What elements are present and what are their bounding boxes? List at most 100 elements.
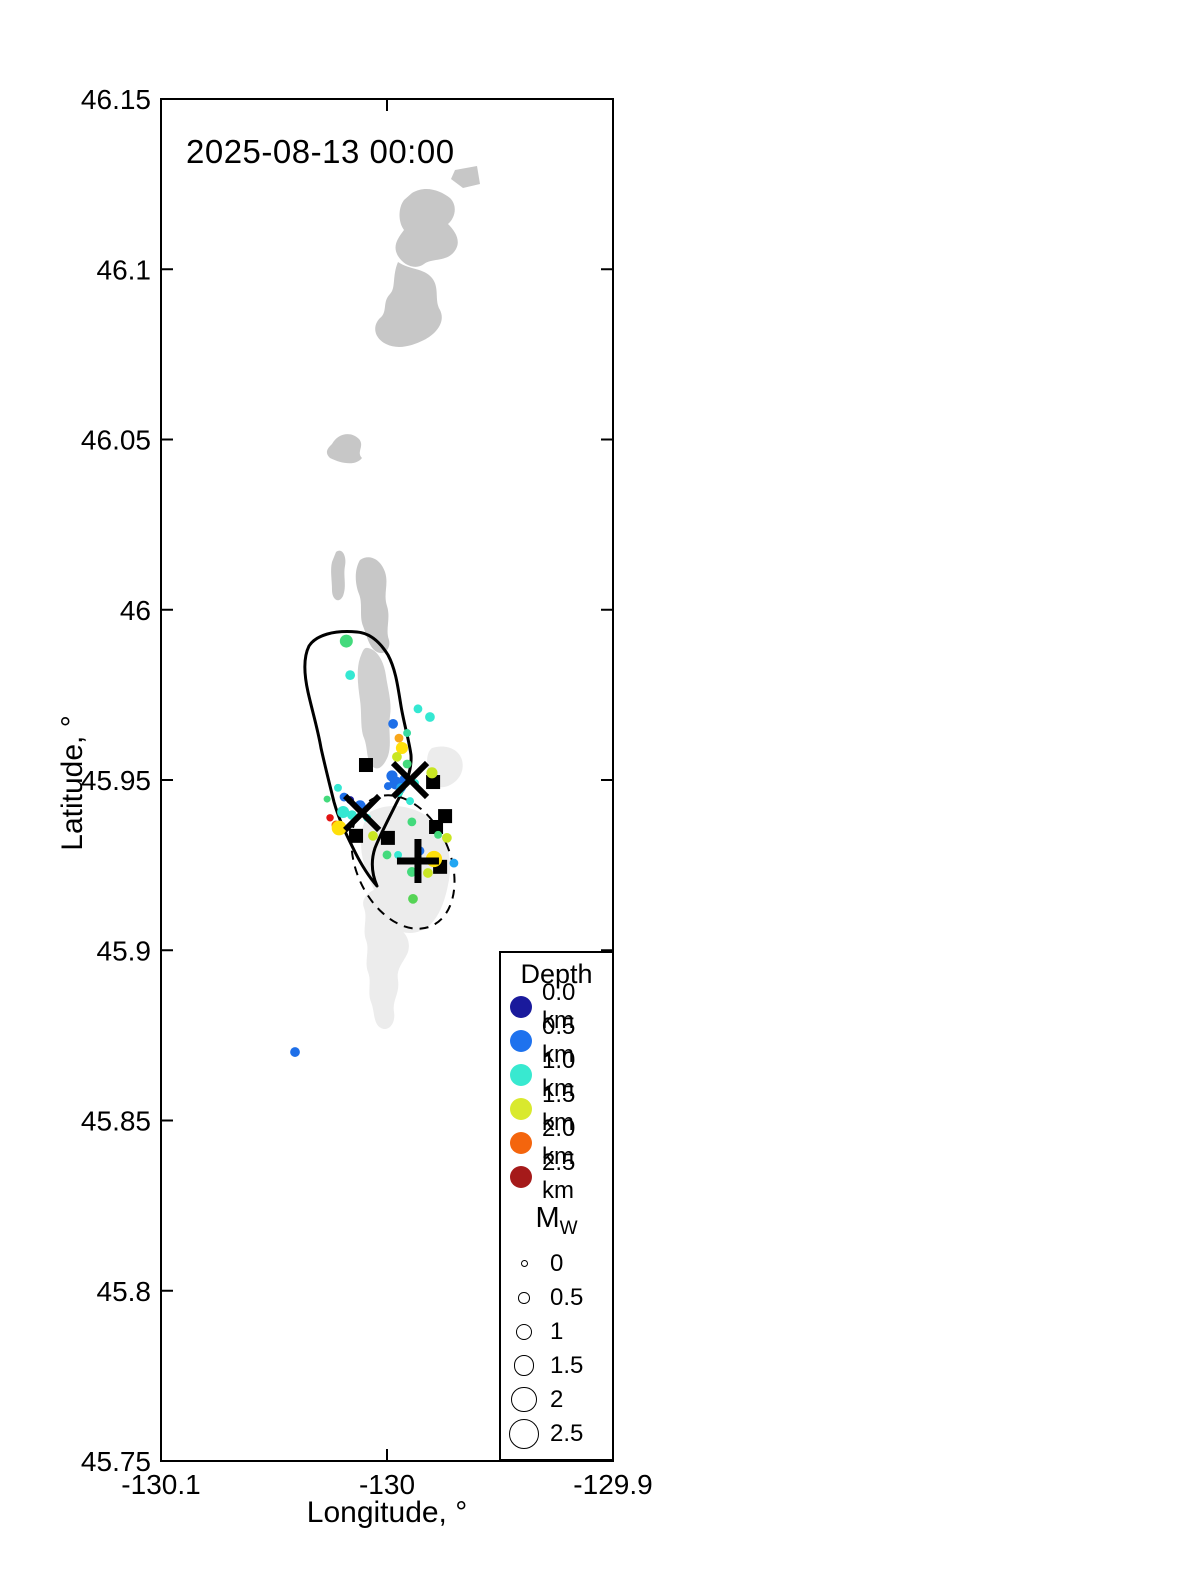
- depth-swatch-circle: [510, 1166, 532, 1188]
- earthquake-dot: [337, 805, 350, 819]
- depth-legend-row: 1.5 km: [501, 1081, 612, 1136]
- mw-legend-row: 2: [501, 1383, 612, 1417]
- depth-legend-row: 0.5 km: [501, 1013, 612, 1068]
- earthquake-dot: [426, 767, 438, 779]
- depth-swatch-circle: [510, 1098, 532, 1120]
- mw-swatch-circle: [511, 1387, 537, 1413]
- earthquake-dot: [326, 814, 334, 822]
- earthquake-dot: [425, 712, 435, 722]
- north-island-lower: [375, 262, 442, 347]
- earthquake-dot: [406, 867, 417, 877]
- station-square: [349, 828, 364, 843]
- mw-swatch-circle: [513, 1355, 535, 1377]
- depth-legend-label: 0.5 km: [542, 1013, 576, 1068]
- x-tick-label: -129.9: [573, 1469, 652, 1500]
- north-island-upper: [395, 188, 458, 267]
- mw-legend-title: MW: [501, 1200, 612, 1247]
- mw-swatch-box: [508, 1292, 540, 1304]
- earthquake-dot: [392, 751, 402, 762]
- mw-swatch-box: [508, 1355, 540, 1377]
- mw-symbol: M: [535, 1202, 560, 1234]
- axis-tick-labels: 46.1546.146.054645.9545.945.8545.845.75-…: [81, 84, 653, 1500]
- depth-legend-label: 2.5 km: [542, 1149, 576, 1204]
- depth-legend-row: 1.0 km: [501, 1047, 612, 1102]
- earthquake-dot: [382, 850, 392, 860]
- station-square: [380, 830, 395, 845]
- mw-swatch-box: [508, 1260, 540, 1268]
- lava-flow-gray: [326, 166, 480, 654]
- y-tick-label: 46.05: [81, 425, 151, 456]
- station-layer: [349, 758, 453, 874]
- x-tick-label: -130: [359, 1469, 415, 1500]
- mw-legend-label: 0.5: [550, 1283, 584, 1311]
- depth-swatch-circle: [510, 996, 532, 1018]
- mw-legend-label: 1: [550, 1317, 564, 1345]
- depth-legend-label: 2.0 km: [542, 1115, 576, 1170]
- depth-legend-row: 0.0 km: [501, 979, 612, 1034]
- earthquake-dot: [331, 820, 347, 836]
- legend-box: Depth 0.0 km 0.5 km 1.0 km 1.5 km 2.0 km 2.5 …: [499, 951, 614, 1461]
- earthquake-dot: [434, 830, 443, 839]
- caldera-interior-flow: [357, 647, 391, 769]
- x-marker: [343, 793, 382, 833]
- mw-swatch-circle: [515, 1323, 533, 1340]
- earthquake-dot: [394, 733, 404, 743]
- mw-legend-row: 0: [501, 1247, 612, 1281]
- upper-caldera-flow-west: [331, 550, 346, 601]
- y-tick-label: 45.75: [81, 1446, 151, 1477]
- mw-legend-row: 1.5: [501, 1349, 612, 1383]
- mw-swatch-box: [508, 1387, 540, 1413]
- station-square: [358, 758, 373, 773]
- caldera-outline: [303, 630, 413, 888]
- x-tick-label: -130.1: [121, 1469, 200, 1500]
- y-axis-label: Latitude, °: [56, 715, 89, 851]
- y-tick-label: 45.95: [81, 765, 151, 796]
- earthquake-dot: [423, 868, 433, 878]
- station-square: [429, 819, 444, 834]
- lava-flow-light-gray: [361, 746, 463, 1030]
- mw-swatch-box: [508, 1418, 540, 1449]
- depth-legend-rows: 0.0 km 0.5 km 1.0 km 1.5 km 2.0 km 2.5 km: [501, 979, 612, 1204]
- earthquake-dot: [323, 795, 331, 803]
- mw-legend-label: 1.5: [550, 1351, 584, 1379]
- depth-legend-title: Depth: [520, 959, 593, 989]
- earthquake-dot: [408, 893, 418, 904]
- mw-swatch-circle: [509, 1418, 539, 1449]
- earthquake-dot: [345, 670, 356, 681]
- earthquake-dot: [402, 759, 412, 769]
- mw-legend-row: 1: [501, 1315, 612, 1349]
- depth-swatch-circle: [510, 1064, 532, 1086]
- earthquake-dot: [333, 783, 342, 792]
- mw-legend-label: 2.5: [550, 1419, 584, 1447]
- mw-swatch-box: [508, 1323, 540, 1340]
- earthquake-dot: [413, 704, 423, 714]
- earthquake-dot: [403, 729, 412, 737]
- upper-caldera-flow-east: [355, 557, 390, 654]
- earthquake-layer: [290, 634, 459, 1057]
- earthquake-dot: [394, 850, 403, 859]
- depth-legend-label: 1.0 km: [542, 1047, 576, 1102]
- earthquake-dot: [395, 741, 408, 755]
- mw-subscript: W: [559, 1217, 578, 1239]
- mw-swatch-circle: [520, 1260, 528, 1268]
- earthquake-dot: [442, 833, 452, 843]
- earthquake-dot: [388, 718, 398, 729]
- depth-legend-row: 2.0 km: [501, 1115, 612, 1170]
- earthquake-dot: [406, 797, 415, 806]
- depth-legend-label: 1.5 km: [542, 1081, 576, 1136]
- date-title: 2025-08-13 00:00: [186, 133, 455, 170]
- mid-island: [326, 434, 362, 464]
- station-square: [438, 809, 453, 824]
- earthquake-dot: [339, 634, 353, 648]
- y-tick-label: 46.15: [81, 84, 151, 115]
- earthquake-dot: [449, 858, 459, 868]
- depth-swatch-circle: [510, 1132, 532, 1154]
- y-tick-label: 45.8: [97, 1276, 152, 1307]
- special-marker-layer: [343, 760, 439, 884]
- earthquake-dot: [368, 830, 378, 841]
- y-tick-label: 45.9: [97, 935, 152, 966]
- depth-swatch-circle: [510, 1030, 532, 1052]
- mw-legend-row: 0.5: [501, 1281, 612, 1315]
- mw-legend-rows: 0 0.5 1 1.5 2 2.5: [501, 1247, 612, 1451]
